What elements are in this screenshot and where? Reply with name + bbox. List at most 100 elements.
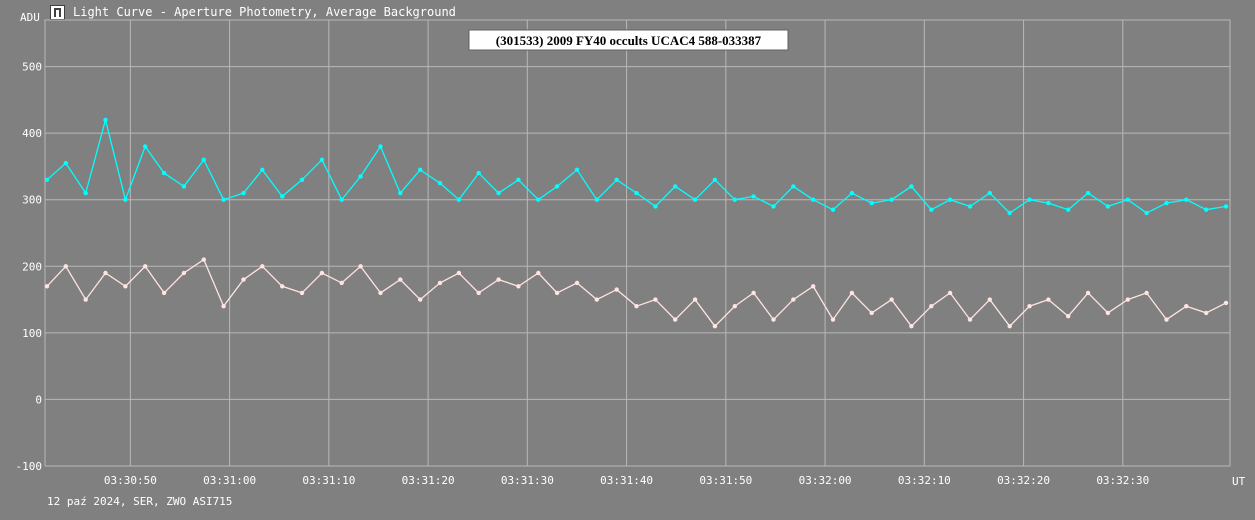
data-point	[536, 270, 541, 276]
data-point	[319, 157, 325, 162]
data-point	[869, 200, 874, 206]
data-point	[1007, 210, 1012, 216]
window-titlebar: Light Curve - Aperture Photometry, Avera…	[50, 3, 456, 21]
data-point	[594, 297, 599, 302]
data-point	[811, 284, 816, 289]
data-point	[1184, 304, 1189, 309]
data-point	[280, 284, 285, 289]
data-point	[791, 297, 796, 302]
data-point	[260, 264, 265, 269]
x-tick-label: 03:32:20	[997, 474, 1050, 487]
data-point	[673, 317, 678, 322]
data-point	[201, 257, 206, 262]
data-point	[378, 144, 383, 149]
x-tick-label: 03:31:40	[600, 474, 653, 487]
data-point	[771, 204, 776, 209]
x-tick-label: 03:31:50	[699, 474, 752, 487]
data-point	[299, 290, 305, 296]
data-point	[653, 297, 658, 302]
data-point	[1007, 324, 1012, 329]
data-point	[143, 144, 148, 149]
y-tick-label: 500	[22, 61, 42, 74]
light-curve-app-icon[interactable]	[50, 4, 65, 20]
data-point	[476, 170, 481, 176]
data-point	[1184, 197, 1189, 202]
data-point	[712, 177, 718, 182]
data-point	[614, 287, 619, 292]
x-tick-label: 03:31:20	[402, 474, 455, 487]
data-point	[181, 270, 187, 276]
data-point	[63, 160, 68, 166]
y-tick-label: 100	[22, 327, 42, 340]
data-point	[1223, 204, 1229, 209]
data-point	[732, 197, 737, 202]
series-line-1	[46, 258, 1227, 328]
data-point	[554, 184, 560, 189]
data-point	[103, 270, 108, 276]
axis-layer: -100 0 100 200 300 400 500 03:30:50 03:31:00 03:3…	[16, 61, 1150, 487]
data-point	[437, 280, 443, 286]
data-point	[161, 290, 167, 296]
data-point	[909, 184, 914, 189]
data-point	[123, 197, 128, 202]
data-point	[811, 197, 816, 202]
data-point	[123, 284, 128, 289]
data-point	[496, 277, 501, 282]
x-tick-label: 03:31:00	[203, 474, 256, 487]
data-point	[967, 204, 973, 209]
data-point	[44, 284, 50, 289]
data-point	[1027, 304, 1032, 309]
data-point	[476, 290, 481, 296]
data-point	[398, 277, 403, 282]
x-tick-label: 03:32:10	[898, 474, 951, 487]
data-point	[378, 290, 383, 296]
data-point	[987, 190, 992, 196]
data-point	[751, 194, 756, 199]
y-tick-label: 400	[22, 127, 42, 140]
data-point	[830, 317, 836, 322]
data-point	[692, 197, 698, 202]
data-point	[849, 290, 855, 296]
data-point	[516, 284, 521, 289]
data-point	[456, 270, 462, 276]
data-point	[358, 264, 363, 269]
data-point	[830, 207, 836, 212]
data-point	[1066, 314, 1071, 319]
data-point	[554, 290, 560, 296]
data-point	[221, 197, 226, 202]
data-point	[1164, 317, 1169, 322]
data-point	[201, 157, 206, 162]
data-point	[732, 304, 737, 309]
data-point	[889, 197, 894, 202]
data-point	[634, 304, 639, 309]
y-tick-label: -100	[16, 460, 43, 473]
data-point	[221, 304, 226, 309]
data-point	[574, 280, 580, 286]
x-tick-label: 03:31:10	[302, 474, 355, 487]
data-point	[653, 204, 658, 209]
data-point	[456, 197, 462, 202]
data-point	[516, 177, 521, 182]
data-point	[947, 197, 953, 202]
data-point	[339, 197, 344, 202]
data-point	[849, 190, 855, 196]
x-tick-label: 03:31:30	[501, 474, 554, 487]
data-point	[1204, 207, 1209, 212]
data-point	[1027, 197, 1032, 202]
data-point	[437, 180, 443, 186]
data-point	[260, 167, 265, 172]
data-point	[1105, 204, 1111, 209]
data-point	[634, 190, 639, 196]
x-tick-label: 03:32:30	[1096, 474, 1149, 487]
data-point	[1085, 290, 1091, 296]
data-point	[358, 174, 363, 179]
data-point	[574, 167, 580, 172]
data-point	[398, 190, 403, 196]
data-point	[1046, 200, 1051, 206]
data-point	[83, 297, 88, 302]
data-point	[692, 297, 698, 302]
data-point	[418, 167, 423, 172]
data-point	[536, 197, 541, 202]
data-point	[143, 264, 148, 269]
